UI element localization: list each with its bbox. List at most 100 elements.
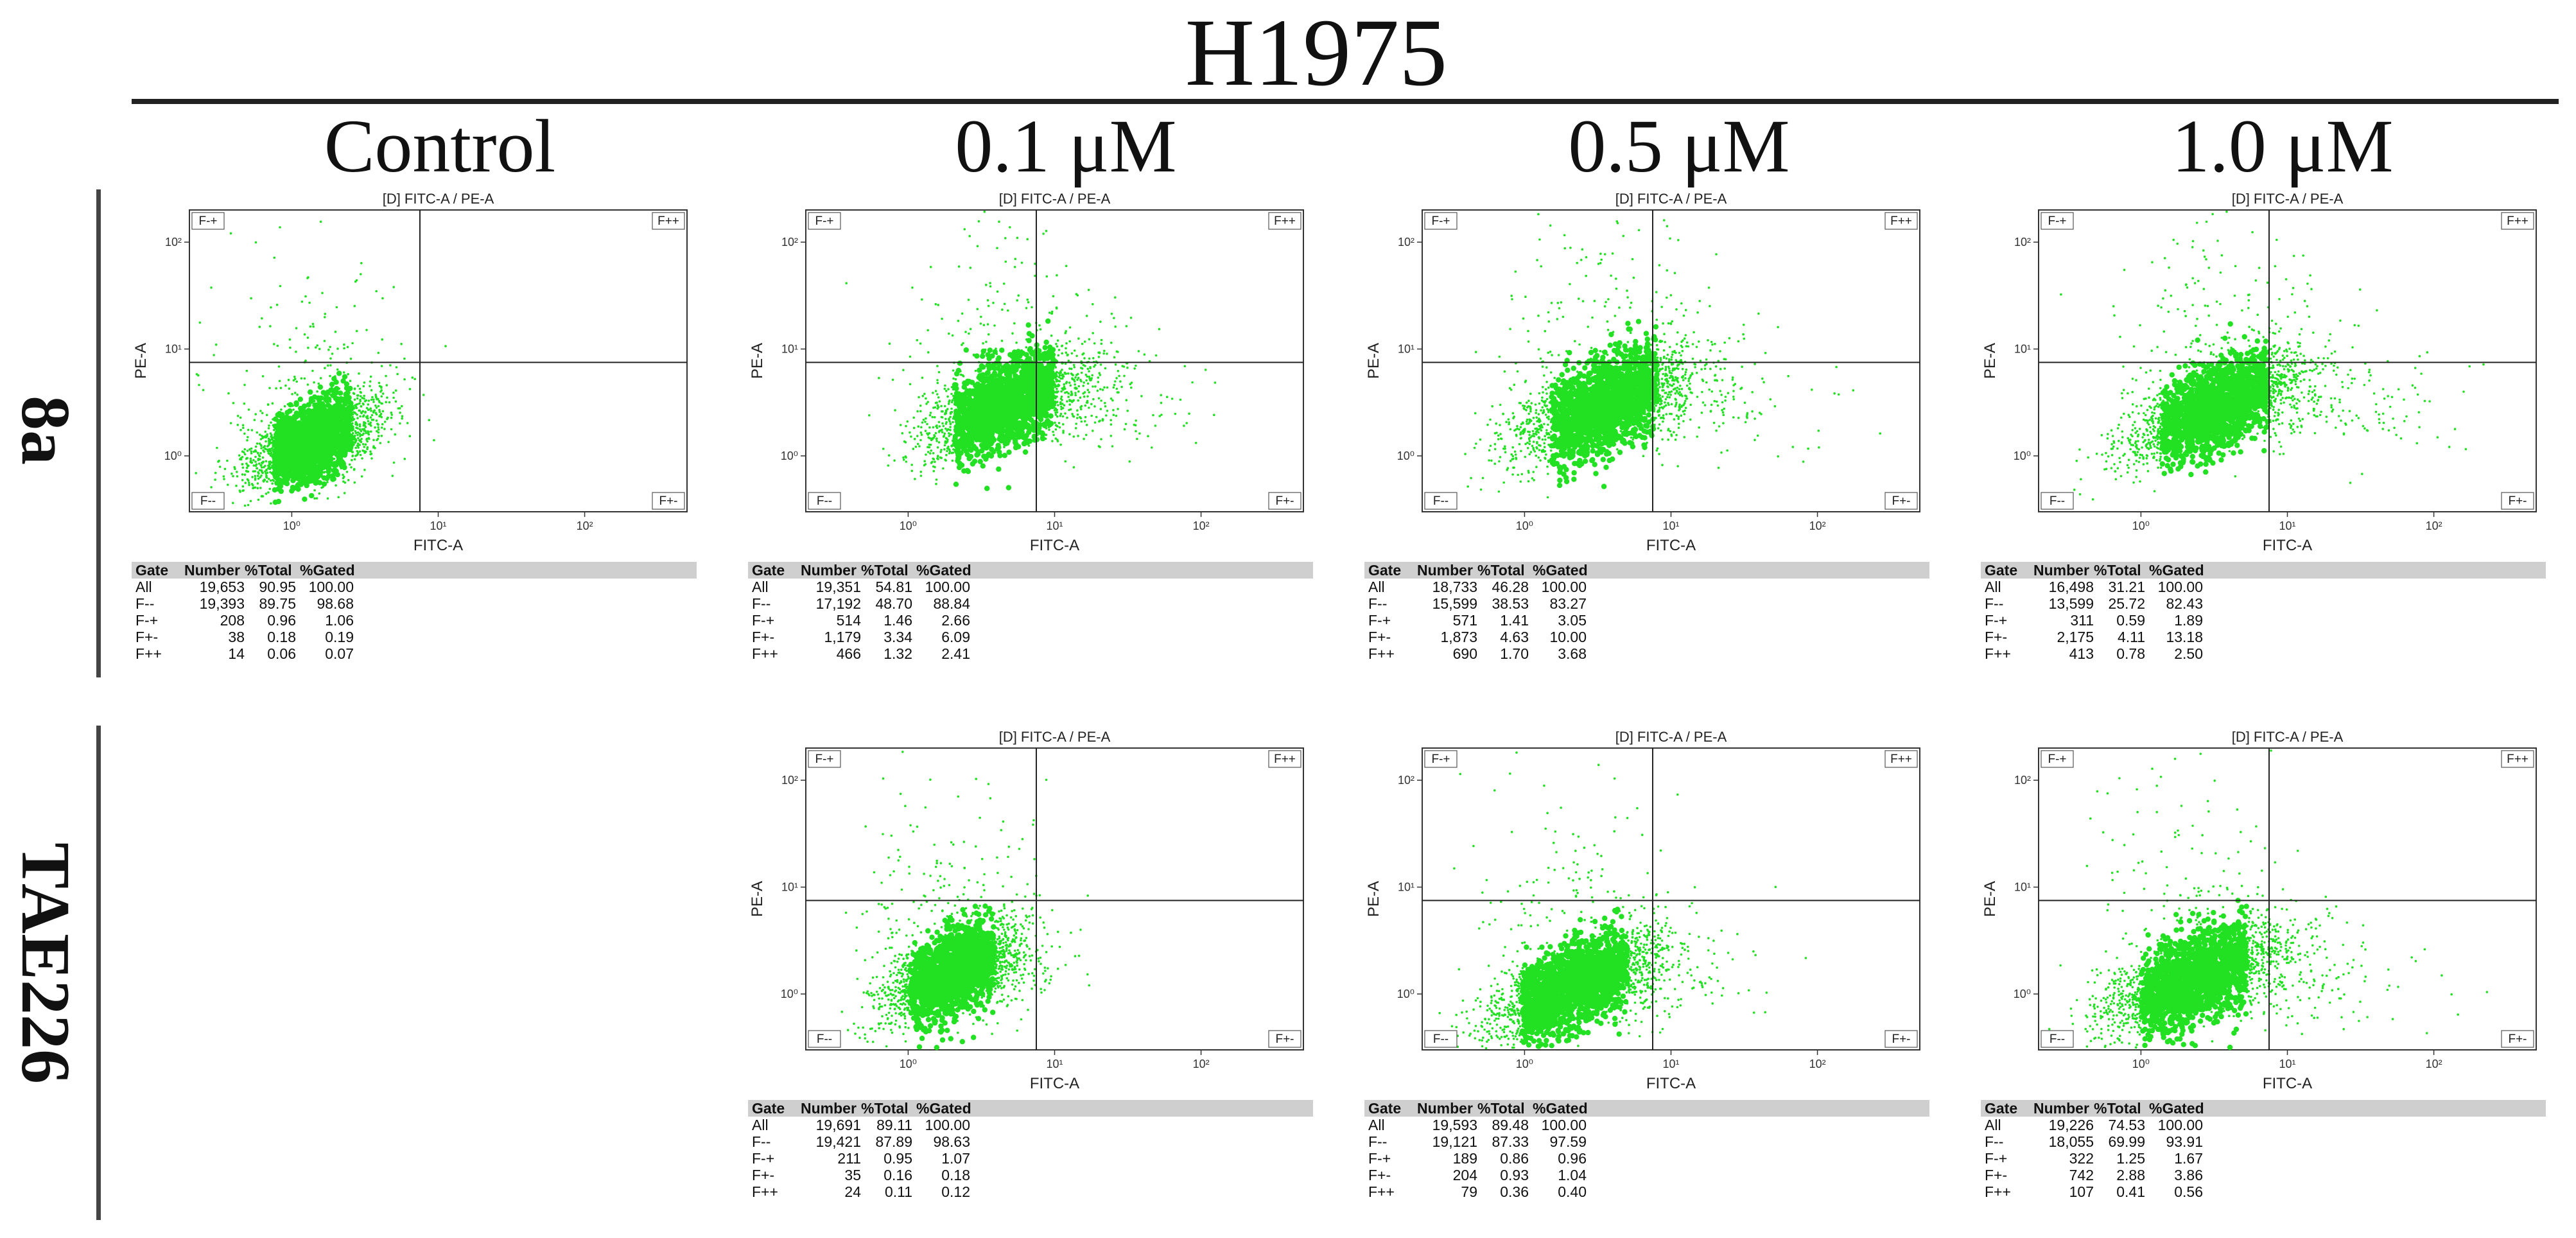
gate-header-cell: %Total [861, 562, 909, 579]
gate-cell: 13,599 [2048, 595, 2094, 612]
quadrant-label-lr: F+- [1884, 1030, 1918, 1048]
gate-cell: 100.00 [1541, 1117, 1587, 1133]
gate-cell: 4.11 [2117, 629, 2145, 645]
gate-cell: 2.66 [941, 612, 970, 629]
gate-row: F-+ 311 0.59 1.89 [1981, 612, 2546, 629]
gate-header-cell: Gate [1985, 1100, 2018, 1117]
gate-row: F-+ 189 0.86 0.96 [1364, 1150, 1929, 1167]
gate-row: F-- 17,192 48.70 88.84 [748, 595, 1313, 612]
quadrant-label-ll: F-- [808, 1030, 841, 1048]
gate-header-cell: Number [184, 562, 240, 579]
gate-stats-table: Gate Number %Total %Gated All 19,226 74.53 100.… [1981, 1100, 2546, 1200]
gate-row: All 18,733 46.28 100.00 [1364, 579, 1929, 595]
gate-row: F++ 14 0.06 0.07 [132, 645, 697, 662]
gate-cell: 48.70 [875, 595, 912, 612]
gate-row: F+- 1,873 4.63 10.00 [1364, 629, 1929, 645]
quadrant-label-ll: F-- [2041, 492, 2074, 510]
gate-header-cell: Gate [1985, 562, 2018, 579]
x-tick-label: 10² [1809, 519, 1826, 532]
gate-cell: 100.00 [308, 579, 354, 595]
flow-panel-8a-0.5: [D] FITC-A / PE-A F-+ F++ F-- F+- 10⁰ 10¹ 10² 10… [1364, 189, 1929, 662]
y-tick-label: 10¹ [1398, 343, 1414, 356]
gate-cell: F-+ [1985, 612, 2008, 629]
gate-cell: F+- [135, 629, 159, 645]
gate-cell: F+- [752, 629, 775, 645]
quadrant-label-lr: F+- [2501, 492, 2534, 510]
y-tick-label: 10² [165, 236, 182, 248]
column-header-0.1: 0.1 μM [955, 104, 1177, 188]
gate-cell: All [1985, 1117, 2001, 1133]
flow-panel-8a-1.0: [D] FITC-A / PE-A F-+ F++ F-- F+- 10⁰ 10¹ 10² 10… [1981, 189, 2546, 662]
gate-header-cell: %Gated [916, 562, 971, 579]
y-tick-label: 10⁰ [2014, 449, 2031, 462]
x-axis-label: FITC-A [1030, 537, 1079, 554]
plot-title: [D] FITC-A / PE-A [2232, 191, 2344, 207]
gate-cell: 93.91 [2166, 1133, 2203, 1150]
x-tick-label: 10¹ [430, 519, 446, 532]
gate-cell: 0.78 [2116, 645, 2145, 662]
gate-row: F-+ 208 0.96 1.06 [132, 612, 697, 629]
gate-cell: 1.89 [2174, 612, 2203, 629]
quadrant-label-ll: F-- [191, 492, 225, 510]
gate-cell: 0.36 [1500, 1183, 1529, 1200]
y-axis-label: PE-A [749, 343, 766, 379]
quadrant-label-ur: F++ [1268, 212, 1301, 230]
gate-cell: F-- [135, 595, 155, 612]
gate-header-cell: Number [1417, 1100, 1473, 1117]
gate-cell: 0.86 [1500, 1150, 1529, 1167]
gate-header-cell: Gate [752, 562, 785, 579]
gate-cell: 14 [228, 645, 245, 662]
gate-cell: 89.11 [876, 1117, 912, 1133]
quadrant-label-ul: F-+ [1424, 212, 1458, 230]
gate-header-cell: Gate [752, 1100, 785, 1117]
gate-table-header: Gate Number %Total %Gated [132, 562, 697, 579]
gate-cell: All [135, 579, 152, 595]
x-tick-label: 10² [577, 519, 593, 532]
y-tick-label: 10¹ [165, 343, 182, 356]
gate-cell: 1,179 [824, 629, 861, 645]
quadrant-label-lr: F+- [1884, 492, 1918, 510]
x-tick-label: 10⁰ [2132, 519, 2150, 532]
gate-table-header: Gate Number %Total %Gated [1981, 562, 2546, 579]
event-dots [840, 751, 1091, 1051]
gate-table-header: Gate Number %Total %Gated [748, 562, 1313, 579]
flow-panel-8a-0.1: [D] FITC-A / PE-A F-+ F++ F-- F+- 10⁰ 10¹ 10² 10… [748, 189, 1313, 662]
gate-cell: F-+ [1985, 1150, 2008, 1167]
gate-cell: 189 [1452, 1150, 1477, 1167]
gate-row: All 19,691 89.11 100.00 [748, 1117, 1313, 1133]
event-dots [845, 210, 1217, 491]
quadrant-label-ur: F++ [652, 212, 685, 230]
gate-cell: 2,175 [2057, 629, 2094, 645]
column-header-1.0: 1.0 μM [2171, 104, 2394, 188]
column-header-0.5: 0.5 μM [1568, 104, 1790, 188]
gate-row: All 16,498 31.21 100.00 [1981, 579, 2546, 595]
gate-header-cell: %Total [245, 562, 292, 579]
y-tick-label: 10¹ [2014, 343, 2031, 356]
gate-cell: F-+ [752, 1150, 775, 1167]
plot-title: [D] FITC-A / PE-A [383, 191, 494, 207]
y-tick-label: 10² [781, 774, 798, 787]
flow-panel-TAE226-1.0: [D] FITC-A / PE-A F-+ F++ F-- F+- 10⁰ 10¹ 10² 10… [1981, 728, 2546, 1200]
gate-cell: F++ [752, 645, 778, 662]
gate-cell: 13.18 [2166, 629, 2203, 645]
gate-row: F-- 19,393 89.75 98.68 [132, 595, 697, 612]
y-tick-label: 10² [2014, 774, 2031, 787]
gate-cell: F-+ [1368, 612, 1391, 629]
gate-cell: 1.32 [883, 645, 912, 662]
gate-header-cell: Number [801, 562, 857, 579]
gate-table-header: Gate Number %Total %Gated [1364, 562, 1929, 579]
gate-cell: 4.63 [1500, 629, 1529, 645]
gate-cell: 107 [2069, 1183, 2094, 1200]
gate-stats-table: Gate Number %Total %Gated All 16,498 31.21 100.… [1981, 562, 2546, 662]
gate-cell: 0.18 [941, 1167, 970, 1183]
quadrant-label-ll: F-- [2041, 1030, 2074, 1048]
x-tick-label: 10¹ [2279, 1058, 2295, 1070]
gate-cell: 89.48 [1492, 1117, 1529, 1133]
gate-cell: 82.43 [2166, 595, 2203, 612]
gate-cell: 19,691 [815, 1117, 861, 1133]
gate-cell: 16,498 [2048, 579, 2094, 595]
y-tick-label: 10¹ [1398, 881, 1414, 894]
gate-cell: 2.88 [2116, 1167, 2145, 1183]
svg-text:F++: F++ [657, 214, 679, 228]
quadrant-label-lr: F+- [652, 492, 685, 510]
